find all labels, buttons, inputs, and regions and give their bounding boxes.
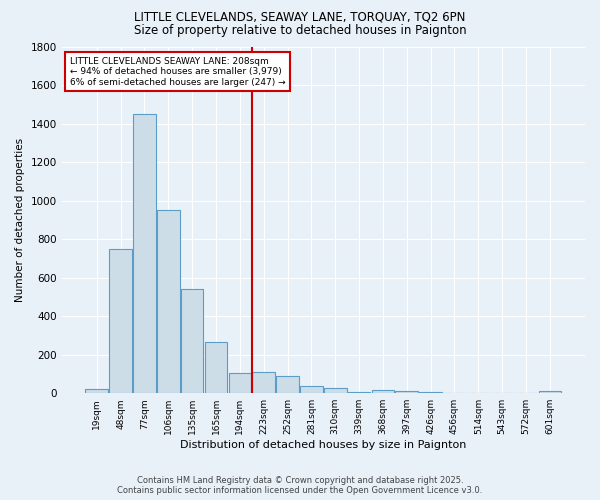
Bar <box>539 392 561 393</box>
Bar <box>133 114 156 393</box>
Bar <box>300 386 323 393</box>
Bar <box>324 388 347 393</box>
Bar <box>348 392 370 393</box>
Bar <box>395 392 418 393</box>
Bar <box>229 373 251 393</box>
X-axis label: Distribution of detached houses by size in Paignton: Distribution of detached houses by size … <box>180 440 467 450</box>
Bar <box>371 390 394 393</box>
Text: LITTLE CLEVELANDS SEAWAY LANE: 208sqm
← 94% of detached houses are smaller (3,97: LITTLE CLEVELANDS SEAWAY LANE: 208sqm ← … <box>70 57 285 86</box>
Bar <box>109 248 132 393</box>
Bar <box>276 376 299 393</box>
Bar <box>181 289 203 393</box>
Bar <box>157 210 179 393</box>
Text: LITTLE CLEVELANDS, SEAWAY LANE, TORQUAY, TQ2 6PN: LITTLE CLEVELANDS, SEAWAY LANE, TORQUAY,… <box>134 11 466 24</box>
Y-axis label: Number of detached properties: Number of detached properties <box>15 138 25 302</box>
Text: Size of property relative to detached houses in Paignton: Size of property relative to detached ho… <box>134 24 466 37</box>
Bar <box>205 342 227 393</box>
Text: Contains HM Land Registry data © Crown copyright and database right 2025.
Contai: Contains HM Land Registry data © Crown c… <box>118 476 482 495</box>
Bar <box>419 392 442 393</box>
Bar <box>253 372 275 393</box>
Bar <box>443 392 466 393</box>
Bar <box>85 390 108 393</box>
